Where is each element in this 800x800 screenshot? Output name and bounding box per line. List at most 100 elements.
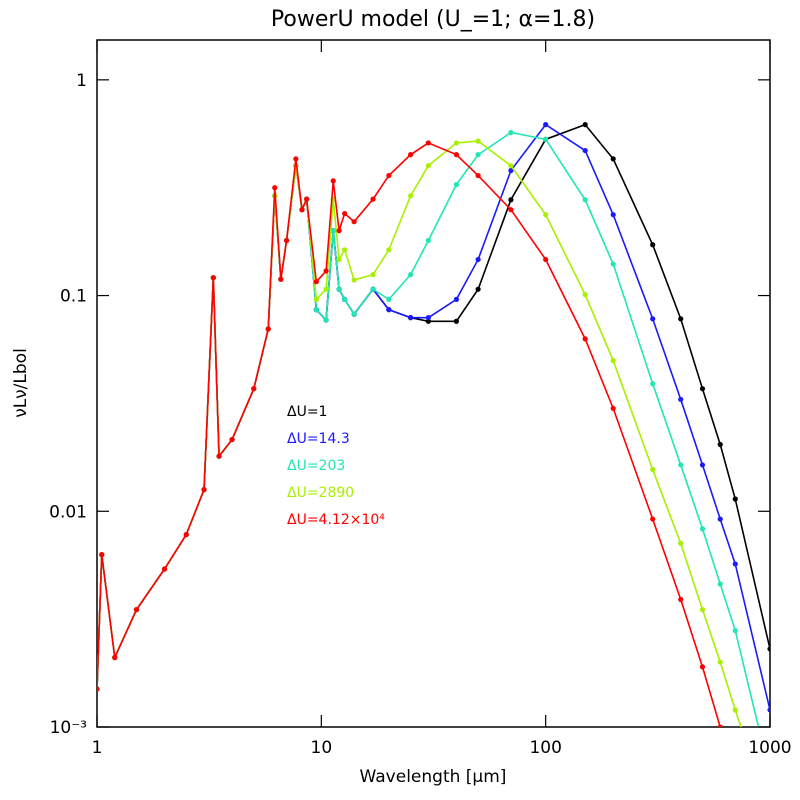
- data-point: [732, 627, 738, 634]
- data-point: [699, 526, 706, 532]
- data-point: [699, 664, 706, 670]
- data-point: [183, 531, 189, 538]
- data-point: [336, 228, 342, 234]
- y-tick-label: 10⁻³: [50, 718, 87, 738]
- data-point: [475, 286, 481, 292]
- data-point: [313, 307, 319, 313]
- data-point: [351, 219, 357, 225]
- data-point: [767, 707, 770, 713]
- data-point: [475, 256, 481, 263]
- data-point: [408, 315, 414, 321]
- data-point: [408, 272, 414, 278]
- data-point: [453, 140, 459, 146]
- data-point: [408, 193, 414, 199]
- data-point: [336, 286, 342, 292]
- data-point: [678, 316, 684, 322]
- data-point: [386, 296, 392, 302]
- data-point: [133, 607, 140, 613]
- data-point: [386, 307, 392, 313]
- data-point: [386, 247, 392, 253]
- data-point: [370, 286, 376, 292]
- data-point: [201, 487, 207, 493]
- data-point: [265, 326, 271, 332]
- data-point: [582, 197, 588, 203]
- data-point: [543, 122, 549, 128]
- data-point: [475, 152, 481, 158]
- data-point: [370, 272, 376, 278]
- data-point: [767, 772, 772, 777]
- data-point: [717, 659, 723, 665]
- data-point: [475, 138, 481, 144]
- data-point: [351, 277, 357, 283]
- data-point: [425, 315, 431, 321]
- x-tick-label: 1: [92, 738, 103, 758]
- data-point: [699, 386, 706, 392]
- data-point: [229, 436, 235, 443]
- data-point: [323, 268, 329, 274]
- series-line: [97, 140, 742, 727]
- data-point: [508, 197, 514, 203]
- data-point: [251, 386, 257, 392]
- data-point: [342, 210, 348, 217]
- data-point: [678, 540, 684, 546]
- data-point: [453, 181, 459, 188]
- legend-label: ΔU=203: [287, 458, 345, 474]
- data-point: [650, 381, 656, 387]
- y-tick-label: 0.1: [60, 287, 87, 307]
- data-point: [475, 172, 481, 179]
- x-tick-label: 100: [529, 738, 561, 758]
- plot-frame: [96, 39, 771, 728]
- x-tick-label: 1000: [748, 738, 791, 758]
- data-point: [272, 185, 278, 191]
- data-point: [351, 311, 357, 317]
- data-point: [543, 136, 549, 142]
- data-point: [313, 279, 319, 285]
- data-point: [610, 212, 616, 218]
- data-point: [97, 686, 100, 692]
- series-layer: [97, 122, 772, 777]
- data-point: [453, 296, 459, 302]
- data-point: [323, 317, 329, 323]
- data-point: [508, 167, 514, 174]
- data-point: [732, 496, 738, 502]
- data-point: [161, 566, 168, 572]
- y-axis-label: νLν/Lbol: [11, 348, 31, 418]
- y-tick-label: 1: [76, 71, 87, 91]
- legend-label: ΔU=4.12×10⁴: [287, 512, 385, 528]
- data-point: [425, 163, 431, 169]
- data-point: [323, 286, 329, 292]
- data-point: [543, 212, 549, 218]
- legend-label: ΔU=1: [287, 404, 327, 420]
- data-point: [582, 292, 588, 298]
- data-point: [278, 276, 284, 282]
- data-point: [299, 207, 305, 213]
- data-point: [453, 318, 459, 324]
- data-point: [717, 581, 723, 587]
- data-point: [293, 156, 299, 162]
- series-line: [97, 142, 722, 727]
- data-point: [508, 207, 514, 213]
- data-point: [330, 228, 336, 234]
- data-point: [678, 462, 684, 468]
- data-point: [216, 453, 222, 459]
- data-point: [112, 654, 118, 661]
- chart-title: PowerU model (U_=1; α=1.8): [271, 7, 595, 32]
- series-line: [97, 123, 770, 690]
- data-point: [508, 129, 514, 136]
- data-point: [342, 247, 348, 253]
- y-tick-label: 0.01: [49, 502, 87, 522]
- data-point: [453, 152, 459, 158]
- data-point: [304, 196, 310, 202]
- data-point: [99, 551, 105, 558]
- data-point: [283, 237, 290, 244]
- data-point: [699, 462, 706, 468]
- data-point: [733, 772, 738, 777]
- data-point: [330, 178, 336, 184]
- legend-label: ΔU=14.3: [287, 431, 350, 447]
- data-point: [610, 261, 616, 267]
- data-point: [650, 242, 656, 248]
- data-point: [610, 156, 616, 162]
- x-axis-label: Wavelength [μm]: [360, 767, 507, 787]
- data-point: [717, 516, 723, 522]
